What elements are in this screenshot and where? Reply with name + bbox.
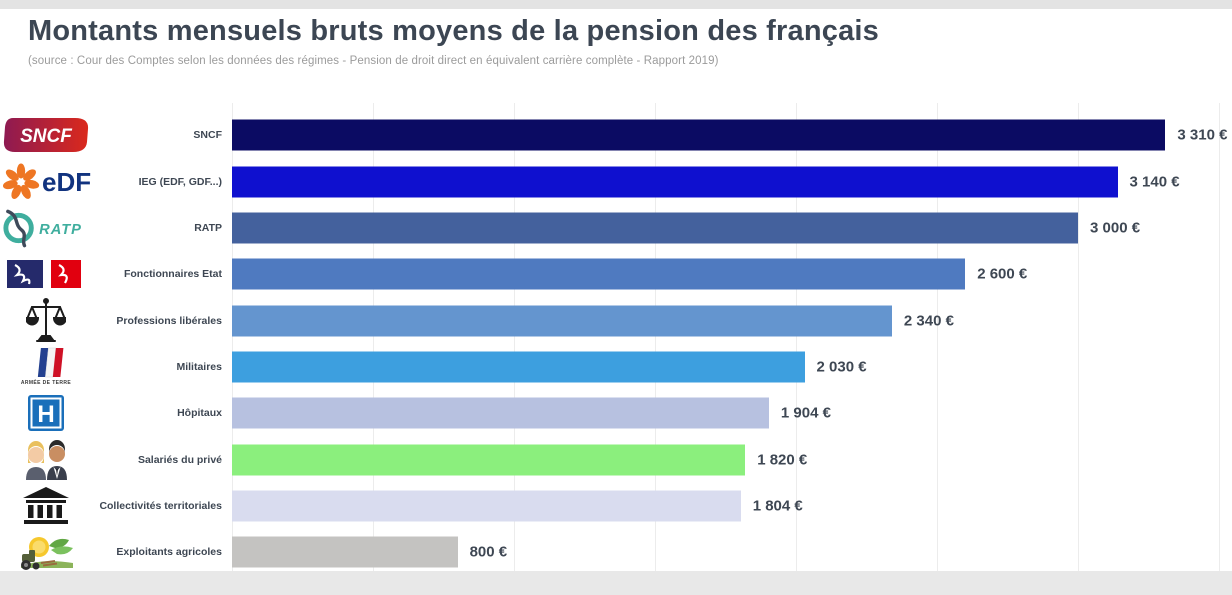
- category-label: Hôpitaux: [177, 407, 222, 420]
- top-divider: [0, 0, 1232, 9]
- category-label: Collectivités territoriales: [99, 499, 222, 512]
- chart-row-ieg: eDF IEG (EDF, GDF...) 3 140 €: [0, 158, 1232, 204]
- category-label: SNCF: [193, 129, 222, 142]
- value-label: 2 600 €: [977, 265, 1028, 283]
- chart-rows: SNCF SNCF 3 310 €: [0, 112, 1232, 575]
- chart-row-ratp: RATP RATP 3 000 €: [0, 205, 1232, 251]
- chart-row-professions-liberales: Professions libérales 2 340 €: [0, 297, 1232, 343]
- hospital-icon: H: [0, 394, 92, 432]
- value-label: 3 310 €: [1177, 126, 1228, 144]
- pension-bar: [232, 397, 769, 429]
- chart-header: Montants mensuels bruts moyens de la pen…: [28, 15, 1216, 67]
- workers-icon: [0, 439, 92, 480]
- category-label: Exploitants agricoles: [116, 546, 222, 559]
- pension-bar: [232, 305, 892, 337]
- chart-row-hopitaux: H Hôpitaux 1 904 €: [0, 390, 1232, 436]
- chart-row-collectivites: Collectivités territoriales 1 804 €: [0, 483, 1232, 529]
- farm-icon: [0, 532, 92, 572]
- chart-row-fonctionnaires: Fonctionnaires Etat 2 600 €: [0, 251, 1232, 297]
- svg-text:eDF: eDF: [42, 167, 91, 197]
- bottom-divider: [0, 571, 1232, 595]
- category-label: Salariés du privé: [137, 453, 222, 466]
- pension-bar: [232, 119, 1166, 151]
- value-label: 2 030 €: [816, 358, 867, 376]
- page-title: Montants mensuels bruts moyens de la pen…: [28, 15, 880, 47]
- value-label: 1 804 €: [752, 497, 803, 515]
- sncf-logo: SNCF: [0, 117, 92, 153]
- category-label: Militaires: [176, 360, 222, 373]
- svg-text:H: H: [37, 401, 54, 428]
- army-flag-icon: ARMÉE DE TERRE: [0, 347, 92, 387]
- pension-bar: [232, 536, 458, 568]
- value-label: 3 000 €: [1090, 219, 1141, 237]
- value-label: 800 €: [469, 543, 508, 561]
- value-label: 1 820 €: [757, 451, 808, 469]
- category-label: IEG (EDF, GDF...): [138, 175, 222, 188]
- category-label: RATP: [194, 221, 222, 234]
- town-hall-icon: [0, 486, 92, 526]
- ratp-logo: RATP: [0, 208, 92, 248]
- chart-gridlines: [232, 103, 1221, 571]
- edf-logo: eDF: [0, 161, 92, 203]
- pension-bar: [232, 490, 741, 522]
- source-note: (source : Cour des Comptes selon les don…: [28, 54, 719, 67]
- svg-text:RATP: RATP: [39, 222, 82, 238]
- svg-text:SNCF: SNCF: [20, 126, 73, 147]
- chart-row-exploitants-agricoles: Exploitants agricoles 800 €: [0, 529, 1232, 575]
- chart-row-salaries-prive: Salariés du privé 1 820 €: [0, 436, 1232, 482]
- value-label: 3 140 €: [1129, 173, 1180, 191]
- pension-bar: [232, 166, 1118, 198]
- chart-row-militaires: ARMÉE DE TERRE Militaires 2 030 €: [0, 344, 1232, 390]
- pension-bar: [232, 258, 966, 290]
- french-state-logo: [0, 257, 92, 291]
- pension-bar: [232, 351, 805, 383]
- bar-chart: SNCF SNCF 3 310 €: [0, 103, 1232, 571]
- category-label: Fonctionnaires Etat: [123, 268, 222, 281]
- svg-text:ARMÉE DE TERRE: ARMÉE DE TERRE: [21, 378, 72, 386]
- category-label: Professions libérales: [116, 314, 222, 327]
- pension-bar: [232, 212, 1078, 244]
- chart-row-sncf: SNCF SNCF 3 310 €: [0, 112, 1232, 158]
- value-label: 1 904 €: [780, 404, 831, 422]
- pension-bar: [232, 444, 746, 476]
- justice-scales-icon: [0, 297, 92, 344]
- value-label: 2 340 €: [903, 312, 954, 330]
